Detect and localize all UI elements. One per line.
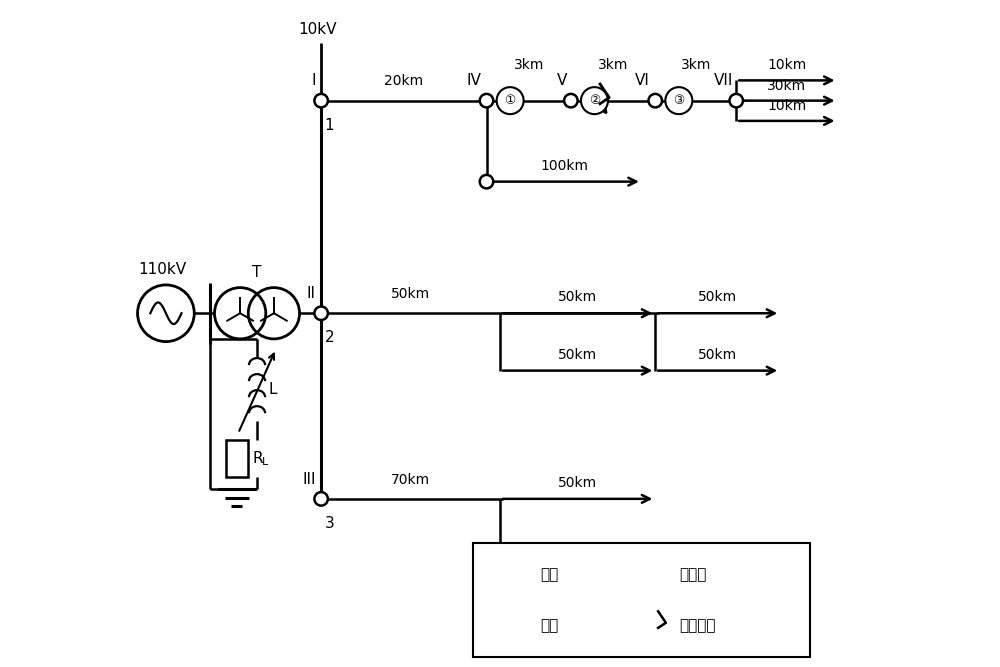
- Text: 110kV: 110kV: [138, 262, 187, 277]
- Text: 50km: 50km: [558, 476, 597, 490]
- Circle shape: [665, 87, 692, 114]
- Text: ①: ①: [504, 94, 516, 107]
- Text: L: L: [268, 382, 277, 397]
- Circle shape: [648, 94, 662, 107]
- Circle shape: [564, 94, 578, 107]
- Text: IV: IV: [466, 73, 481, 89]
- Text: 线路: 线路: [540, 568, 559, 582]
- Text: ②: ②: [589, 94, 600, 107]
- Circle shape: [655, 568, 669, 582]
- Text: V: V: [557, 73, 567, 89]
- Text: L: L: [262, 457, 268, 467]
- Text: ③: ③: [673, 94, 684, 107]
- Text: VI: VI: [635, 73, 650, 89]
- Text: 10km: 10km: [767, 99, 806, 113]
- Circle shape: [314, 94, 328, 107]
- FancyBboxPatch shape: [473, 543, 810, 658]
- Text: 3km: 3km: [598, 58, 628, 72]
- Text: 50km: 50km: [558, 348, 597, 362]
- Text: 3km: 3km: [681, 58, 711, 72]
- Circle shape: [480, 94, 493, 107]
- Text: 3km: 3km: [513, 58, 544, 72]
- Text: 2: 2: [325, 330, 334, 345]
- Text: 70km: 70km: [391, 473, 430, 487]
- Text: 故障位置: 故障位置: [679, 618, 715, 633]
- Text: 50km: 50km: [558, 290, 597, 304]
- Text: 20km: 20km: [384, 75, 423, 89]
- Text: 100km: 100km: [540, 159, 588, 173]
- Text: II: II: [307, 286, 316, 301]
- Text: 50km: 50km: [698, 348, 737, 362]
- Text: 50km: 50km: [391, 287, 430, 301]
- Text: T: T: [252, 265, 262, 279]
- Text: 50km: 50km: [558, 547, 597, 561]
- Text: 50km: 50km: [698, 290, 737, 304]
- Text: 1: 1: [325, 117, 334, 133]
- Text: 10km: 10km: [767, 58, 806, 72]
- Circle shape: [480, 175, 493, 188]
- Text: III: III: [302, 472, 316, 487]
- Circle shape: [314, 492, 328, 506]
- Text: 30km: 30km: [767, 79, 806, 93]
- Text: R: R: [253, 451, 264, 466]
- Circle shape: [314, 307, 328, 320]
- Bar: [226, 440, 248, 477]
- Text: 检测点: 检测点: [679, 568, 706, 582]
- Text: 3: 3: [325, 516, 334, 531]
- Circle shape: [497, 87, 524, 114]
- Circle shape: [581, 87, 608, 114]
- Circle shape: [729, 94, 743, 107]
- Text: VII: VII: [713, 73, 733, 89]
- Text: 负荷: 负荷: [540, 618, 559, 633]
- Text: 10kV: 10kV: [299, 21, 337, 37]
- Text: I: I: [311, 73, 316, 89]
